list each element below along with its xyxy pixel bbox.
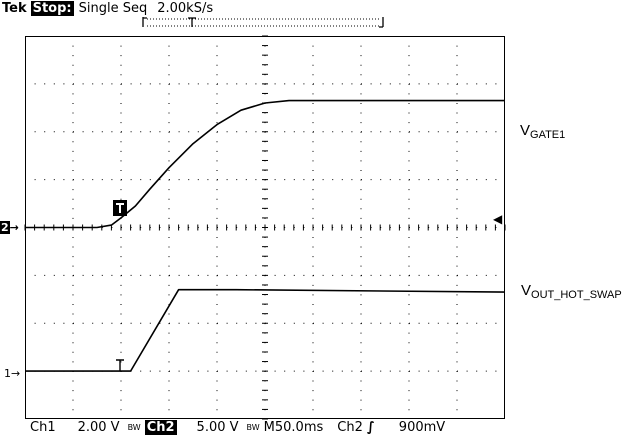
ch1-marker-number: 1 bbox=[4, 367, 11, 380]
sample-rate: 2.00kS/s bbox=[157, 0, 214, 16]
ch1-scale: 2.00 V bbox=[77, 419, 120, 435]
arrow-right-icon: → bbox=[11, 367, 21, 380]
vgate1-label-main: V bbox=[520, 122, 531, 139]
trigger-source: Ch2 bbox=[337, 419, 363, 435]
ch1-ground-marker[interactable]: 1→ bbox=[4, 368, 20, 380]
acquisition-mode: Single Seq bbox=[78, 0, 148, 16]
brand-label: Tek bbox=[2, 0, 27, 16]
ch1-label: Ch1 bbox=[30, 419, 56, 435]
vout-label-main: V bbox=[521, 282, 532, 299]
record-window-indicator bbox=[142, 17, 384, 28]
arrow-right-icon: → bbox=[9, 221, 19, 234]
trigger-level-arrow-icon[interactable]: ◀ bbox=[493, 212, 503, 226]
vgate1-trace bbox=[25, 99, 505, 229]
ch2-marker-number: 2 bbox=[0, 221, 10, 234]
ch1-trigger-point-marker bbox=[116, 359, 124, 371]
readout-bar: Ch1 2.00 V BW Ch2 5.00 V BW M50.0ms Ch2 … bbox=[30, 419, 445, 435]
vout-hot-swap-trace bbox=[25, 288, 506, 372]
ch1-bandwidth-limit-icon: BW bbox=[127, 422, 141, 432]
status-bar: Tek Stop: Single Seq 2.00kS/s bbox=[2, 0, 213, 16]
ch2-bandwidth-limit-icon: BW bbox=[246, 422, 260, 432]
ch2-label: Ch2 bbox=[144, 419, 177, 435]
trigger-slope-icon: ∫ bbox=[366, 419, 375, 435]
vout-hot-swap-label: VOUT_HOT_SWAP bbox=[521, 282, 622, 301]
vgate1-label-sub: GATE1 bbox=[530, 129, 566, 141]
vout-label-sub: OUT_HOT_SWAP bbox=[531, 289, 622, 301]
ch2-ground-marker[interactable]: 2→ bbox=[0, 221, 19, 234]
ch2-scale: 5.00 V bbox=[196, 419, 239, 435]
acquisition-state-badge: Stop: bbox=[30, 0, 74, 16]
trigger-level: 900mV bbox=[398, 419, 446, 435]
vgate1-label: VGATE1 bbox=[520, 122, 565, 141]
timebase: M50.0ms bbox=[263, 419, 324, 435]
ch2-trigger-point-marker bbox=[113, 200, 127, 216]
